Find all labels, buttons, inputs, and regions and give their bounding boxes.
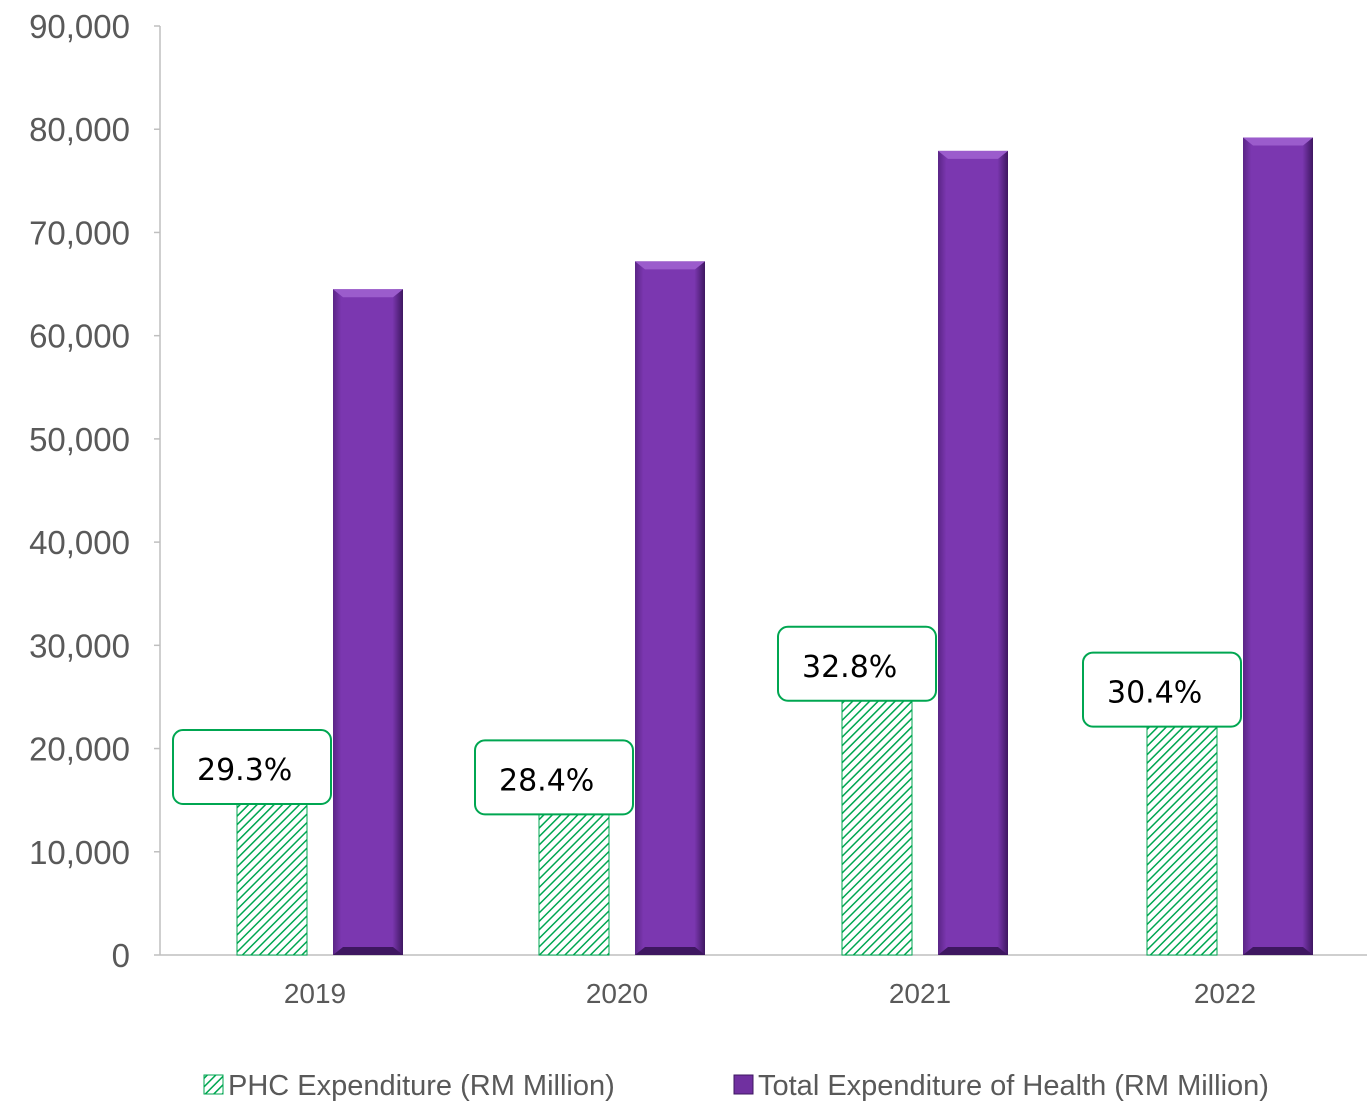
bar-phc-expenditure	[841, 691, 913, 956]
y-tick-label: 0	[112, 937, 130, 974]
y-tick-label: 50,000	[29, 421, 130, 458]
y-tick-label: 30,000	[29, 627, 130, 664]
y-tick-label: 70,000	[29, 214, 130, 251]
bar-total-bevel-bottom	[1243, 947, 1313, 955]
x-tick-label: 2021	[889, 978, 951, 1009]
bar-total-bevel-bottom	[938, 947, 1008, 955]
bar-total-expenditure	[635, 261, 705, 955]
legend-swatch	[203, 1074, 224, 1095]
bar-phc-expenditure	[1146, 717, 1218, 956]
callout-percent-label: 28.4%	[499, 763, 594, 798]
bar-total-bevel-top	[635, 261, 705, 270]
y-axis: 0 10,000 20,000 30,000 40,000 50,000 60,000 70,…	[29, 8, 161, 974]
x-tick-label: 2022	[1194, 978, 1256, 1009]
legend-item: Total Expenditure of Health (RM Million)	[733, 1070, 1269, 1102]
bar-total-bevel-top	[938, 150, 1008, 159]
bar-phc-expenditure	[538, 804, 610, 956]
y-tick-label: 10,000	[29, 834, 130, 871]
legend-label: Total Expenditure of Health (RM Million)	[758, 1070, 1269, 1102]
legend: PHC Expenditure (RM Million) Total Expend…	[203, 1070, 1269, 1102]
x-axis: 2019 2020 2021 2022	[160, 954, 1367, 1009]
x-tick-label: 2019	[284, 978, 346, 1009]
data-label-callout: 32.8%	[777, 625, 937, 702]
callout-percent-label: 32.8%	[802, 650, 897, 685]
data-label-callout: 30.4%	[1082, 651, 1242, 728]
y-tick-label: 60,000	[29, 318, 130, 355]
bar-total-bevel-bottom	[635, 947, 705, 955]
bar-phc-expenditure	[236, 794, 308, 956]
legend-item: PHC Expenditure (RM Million)	[203, 1070, 615, 1102]
bar-total-body	[938, 150, 1008, 955]
bar-total-body	[1243, 137, 1313, 956]
data-label-callouts: 29.3% 28.4% 32.8% 30.4%	[172, 625, 1242, 816]
y-tick-label: 90,000	[29, 8, 130, 45]
callout-box	[474, 739, 634, 816]
bar-total-bevel-bottom	[333, 947, 403, 955]
callout-percent-label: 30.4%	[1107, 676, 1202, 711]
legend-swatch	[733, 1074, 754, 1095]
data-label-callout: 29.3%	[172, 729, 332, 806]
bars	[236, 137, 1313, 956]
bar-total-bevel-top	[333, 289, 403, 298]
bar-total-expenditure	[333, 289, 403, 955]
legend-label: PHC Expenditure (RM Million)	[228, 1070, 615, 1102]
bar-total-body	[333, 289, 403, 955]
y-tick-label: 20,000	[29, 731, 130, 768]
y-tick-label: 40,000	[29, 524, 130, 561]
callout-box	[172, 729, 332, 806]
bar-total-expenditure	[1243, 137, 1313, 956]
y-tick-label: 80,000	[29, 111, 130, 148]
data-label-callout: 28.4%	[474, 739, 634, 816]
bar-total-expenditure	[938, 150, 1008, 955]
bar-total-bevel-top	[1243, 137, 1313, 146]
bar-total-body	[635, 261, 705, 955]
callout-percent-label: 29.3%	[197, 753, 292, 788]
x-tick-label: 2020	[586, 978, 648, 1009]
callout-box	[1082, 651, 1242, 728]
callout-box	[777, 625, 937, 702]
